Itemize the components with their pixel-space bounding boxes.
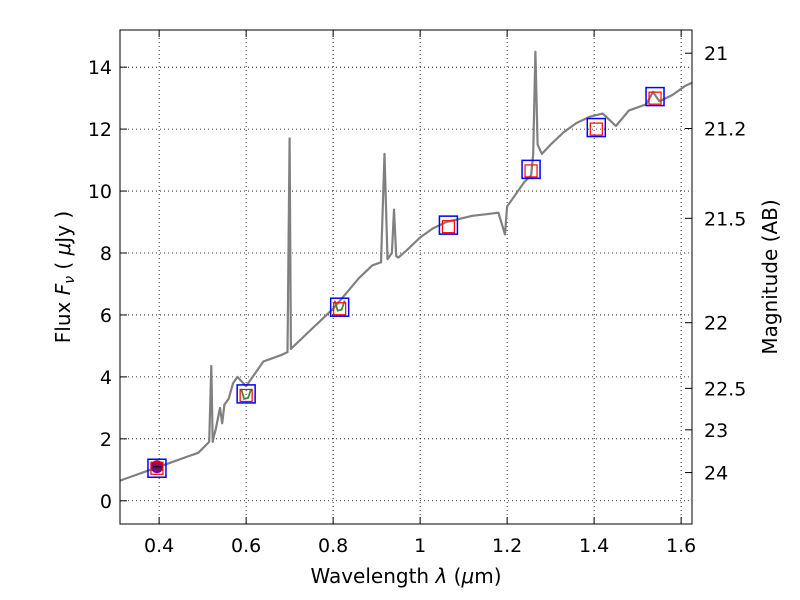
y2-tick-label: 21 [704, 43, 728, 65]
x-tick-label: 1.4 [579, 535, 609, 557]
y2-tick-label: 24 [704, 463, 728, 485]
spectrum-layer [119, 50, 693, 482]
y-tick-label: 12 [88, 119, 112, 141]
y2-tick-label: 22 [704, 313, 728, 335]
y-tick-label: 4 [100, 367, 112, 389]
observed-photometry-point [147, 458, 167, 479]
y-tick-label: 6 [100, 305, 112, 327]
y2-axis-label: Magnitude (AB) [758, 199, 782, 354]
x-tick-label: 1.6 [666, 535, 696, 557]
x-tick-label: 0.4 [144, 535, 174, 557]
model-photometry-point [648, 91, 662, 105]
spectrum-line [119, 50, 693, 482]
y-axis-label: Flux Fν ( μJy ) [51, 211, 78, 343]
y2-tick-label: 21.5 [704, 208, 746, 230]
filter-r-curve [333, 300, 346, 312]
y-tick-label: 10 [88, 181, 112, 203]
y-tick-label: 2 [100, 429, 112, 451]
plot-frame [119, 29, 693, 525]
x-tick-label: 1.2 [492, 535, 522, 557]
observed-photometry-point [236, 384, 256, 404]
observed-photometry-point [645, 86, 665, 107]
observed-photometry-point [586, 117, 607, 138]
observed-photometry-point [521, 159, 541, 180]
model-photometry-point [524, 164, 538, 178]
y-tick-label: 0 [100, 491, 112, 513]
x-tick-label: 0.6 [231, 535, 261, 557]
y2-tick-label: 21.2 [704, 118, 746, 140]
observed-photometry-point [329, 297, 350, 317]
y2-tick-label: 23 [704, 420, 728, 442]
y-tick-label: 14 [88, 57, 112, 79]
x-tick-label: 1 [414, 535, 426, 557]
y2-tick-label: 22.5 [704, 378, 746, 400]
tick-labels: 0.4 0.6 0.8 1 1.2 1.4 1.6024681012142121.221.5… [88, 43, 747, 557]
photometry-markers [147, 86, 665, 479]
observed-photometry-point [438, 215, 459, 235]
model-photometry-point [150, 461, 164, 475]
model-photometry-point [441, 220, 456, 234]
model-photometry-point [333, 302, 347, 316]
x-tick-label: 0.8 [318, 535, 348, 557]
grid [120, 30, 692, 524]
filter-g-curve [240, 388, 252, 400]
y-tick-label: 8 [100, 243, 112, 265]
x-axis-label: Wavelength λ (μm) [310, 564, 501, 588]
model-photometry-point [239, 388, 253, 403]
tick-marks [120, 30, 692, 524]
model-photometry-point [589, 122, 603, 136]
